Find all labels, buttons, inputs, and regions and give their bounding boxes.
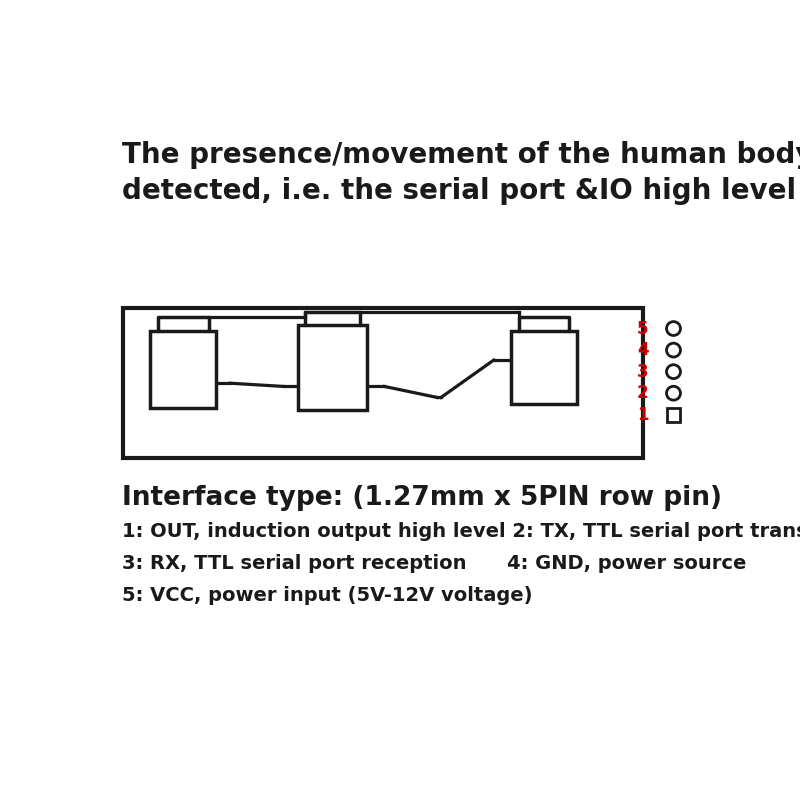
Text: 5: VCC, power input (5V-12V voltage): 5: VCC, power input (5V-12V voltage) [122,586,532,606]
Text: Interface type: (1.27mm x 5PIN row pin): Interface type: (1.27mm x 5PIN row pin) [122,485,722,511]
Text: 4: 4 [637,341,649,359]
Bar [150,331,216,408]
Circle shape [666,322,681,335]
Bar [510,331,577,404]
Bar [123,308,642,458]
Text: 1: 1 [638,406,649,424]
Text: detected, i.e. the serial port &IO high level output: detected, i.e. the serial port &IO high … [122,177,800,205]
Text: 2: 2 [637,384,649,402]
Bar [298,326,367,410]
Circle shape [666,343,681,357]
Text: 1: OUT, induction output high level 2: TX, TTL serial port transmission: 1: OUT, induction output high level 2: T… [122,522,800,541]
Bar [666,408,681,422]
Circle shape [666,365,681,378]
Text: 3: 3 [637,362,649,381]
Circle shape [666,386,681,400]
Text: 5: 5 [638,319,649,338]
Text: The presence/movement of the human body is: The presence/movement of the human body … [122,141,800,169]
Text: 3: RX, TTL serial port reception      4: GND, power source: 3: RX, TTL serial port reception 4: GND,… [122,554,746,573]
